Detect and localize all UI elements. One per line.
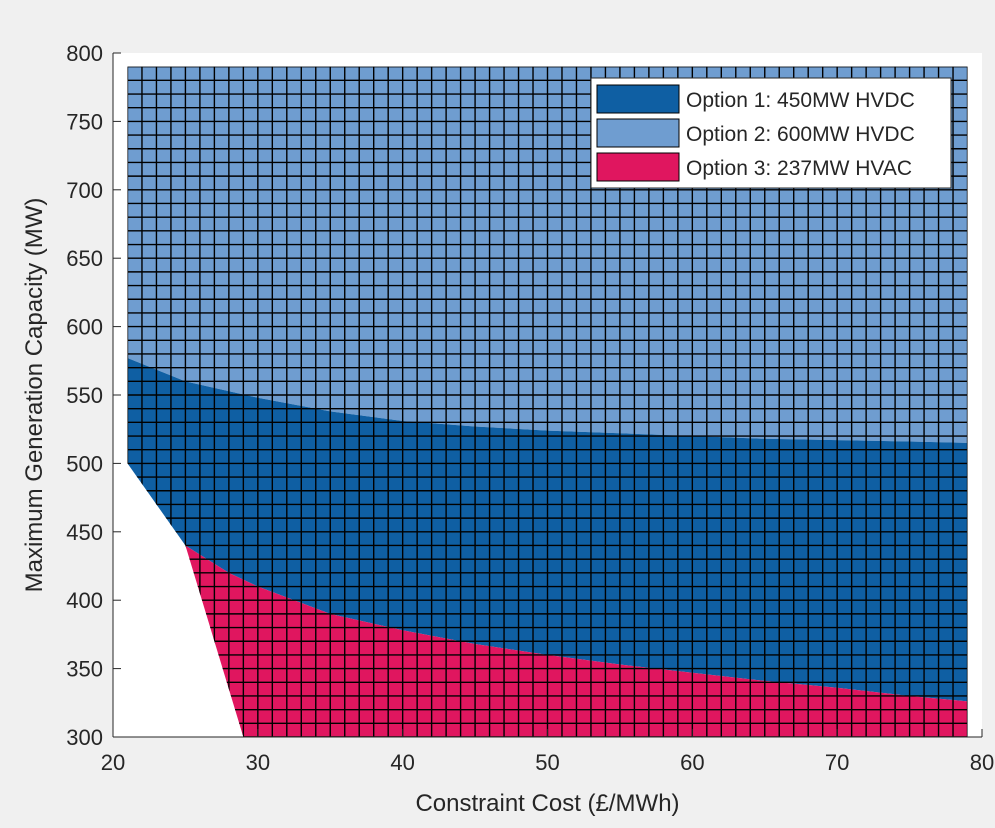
legend-swatch [596,152,680,182]
x-tick-label: 60 [680,750,704,775]
y-tick-label: 700 [66,178,103,203]
y-tick-label: 300 [66,725,103,750]
legend-label: Option 1: 450MW HVDC [686,89,915,112]
legend-label: Option 3: 237MW HVAC [686,157,912,180]
y-tick-label: 750 [66,109,103,134]
x-tick-label: 20 [101,750,125,775]
y-axis-label: Maximum Generation Capacity (MW) [21,198,48,593]
x-tick-label: 30 [246,750,270,775]
x-tick-label: 40 [390,750,414,775]
y-tick-label: 400 [66,588,103,613]
y-tick-label: 500 [66,451,103,476]
legend-swatch [596,84,680,114]
x-tick-label: 70 [825,750,849,775]
x-axis-label: Constraint Cost (£/MWh) [415,790,679,817]
y-tick-label: 600 [66,315,103,340]
y-tick-label: 550 [66,383,103,408]
x-tick-label: 80 [970,750,994,775]
y-tick-label: 350 [66,657,103,682]
x-tick-label: 50 [535,750,559,775]
region-option-3 [185,545,968,737]
y-tick-label: 800 [66,41,103,66]
legend-label: Option 2: 600MW HVDC [686,123,915,146]
y-tick-label: 450 [66,520,103,545]
y-tick-label: 650 [66,246,103,271]
legend-swatch [596,118,680,148]
